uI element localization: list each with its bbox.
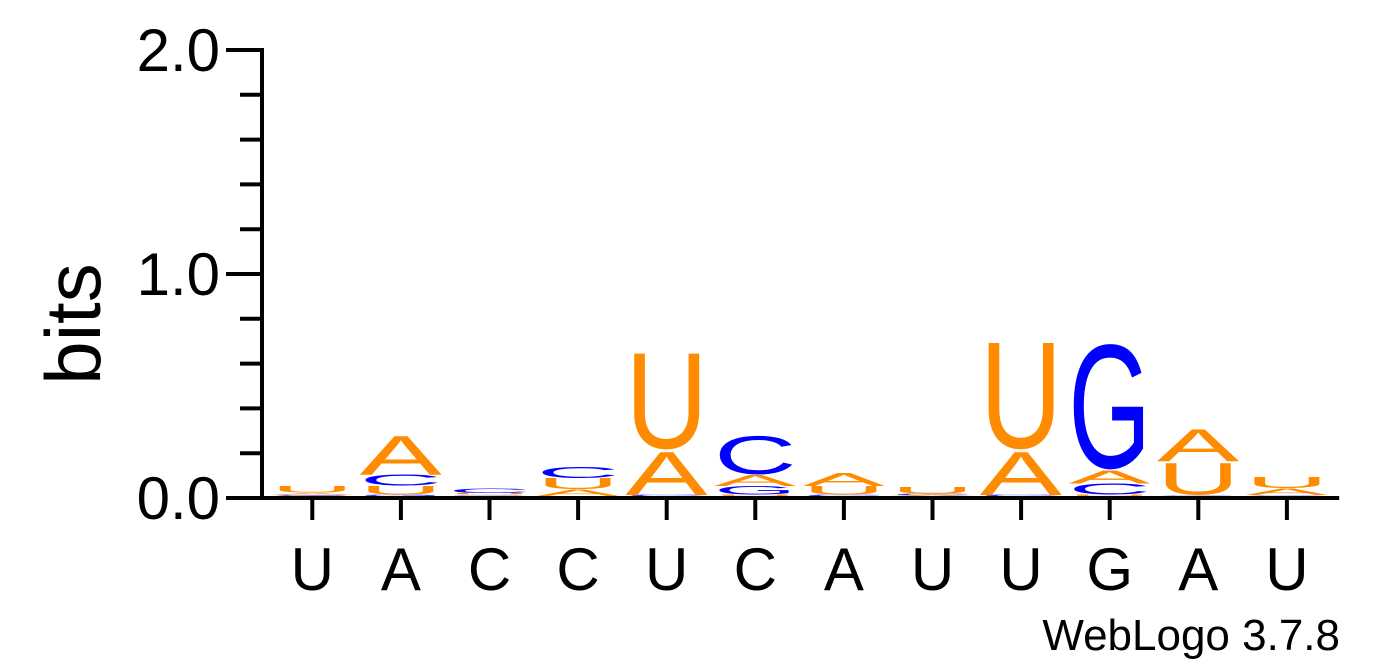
logo-letter-U: U: [537, 475, 620, 492]
logo-letter-G: G: [1068, 308, 1151, 506]
logo-letter-A: A: [360, 424, 442, 487]
logo-letter-U: U: [271, 484, 354, 494]
logo-letter-A: A: [537, 488, 620, 498]
logo-letter-C: C: [803, 495, 886, 497]
x-tick-label: A: [381, 536, 421, 603]
logo-letter-U: U: [980, 310, 1063, 481]
y-tick-label: 0.0: [137, 465, 220, 532]
logo-letter-U: U: [1068, 495, 1151, 497]
x-tick-label: C: [468, 536, 511, 603]
logo-letter-A: A: [271, 492, 353, 495]
logo-letter-C: C: [537, 464, 620, 481]
logo-letter-C: C: [980, 495, 1063, 497]
logo-letter-C: C: [891, 494, 974, 496]
x-tick-label: A: [824, 536, 864, 603]
logo-letter-U: U: [1157, 453, 1240, 504]
x-tick-label: G: [1086, 536, 1133, 603]
logo-letter-C: C: [625, 495, 708, 497]
logo-letter-A: A: [1068, 467, 1150, 488]
logo-letter-U: U: [360, 484, 443, 498]
logo-letter-U: U: [803, 484, 886, 498]
logo-letter-U: U: [448, 493, 531, 495]
logo-letter-U: U: [625, 324, 708, 477]
x-tick-label: U: [291, 536, 334, 603]
y-tick-label: 2.0: [137, 17, 220, 84]
logo-letter-C: C: [1068, 481, 1151, 498]
logo-letter-G: G: [360, 495, 443, 497]
logo-letter-C: C: [360, 472, 443, 489]
x-tick-label: U: [999, 536, 1042, 603]
y-tick-label: 1.0: [137, 241, 220, 308]
logo-letter-C: C: [448, 488, 531, 495]
logo-letter-C: C: [714, 425, 797, 486]
logo-letter-A: A: [891, 495, 973, 497]
logo-letter-A: A: [1246, 487, 1329, 497]
x-tick-label: C: [734, 536, 777, 603]
x-tick-label: A: [1178, 536, 1218, 603]
logo-letter-U: U: [1246, 475, 1329, 492]
logo-letter-U: U: [714, 495, 797, 497]
logo-letter-A: A: [803, 469, 885, 490]
weblogo-credit: WebLogo 3.7.8: [1042, 611, 1340, 660]
logo-letter-A: A: [1157, 419, 1239, 471]
logo-letter-U: U: [891, 486, 974, 496]
x-tick-label: C: [556, 536, 599, 603]
logo-letter-C: C: [1157, 495, 1240, 496]
logo-letter-C: C: [271, 495, 354, 496]
logo-letter-G: G: [271, 495, 354, 496]
x-tick-label: U: [645, 536, 688, 603]
logo-letter-G: G: [448, 495, 531, 496]
x-tick-label: U: [1265, 536, 1308, 603]
logo-letter-A: A: [448, 494, 530, 495]
logo-letter-C: C: [1246, 495, 1329, 496]
logo-letter-A: A: [714, 472, 797, 490]
logo-letter-G: G: [714, 484, 797, 498]
y-ticks: 0.0 1.0 2.0: [137, 17, 262, 532]
y-axis-label: bits: [29, 263, 117, 384]
x-tick-label: U: [911, 536, 954, 603]
